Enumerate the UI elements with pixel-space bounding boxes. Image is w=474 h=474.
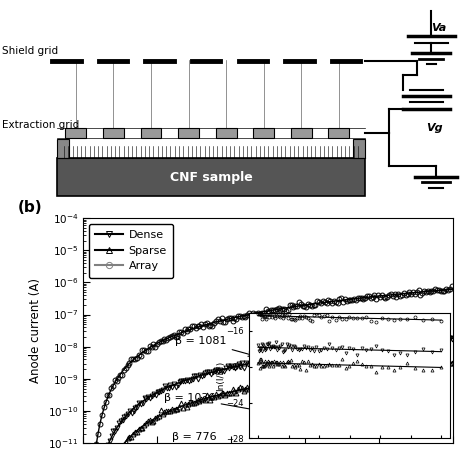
- Bar: [328, 128, 349, 137]
- Text: CNF sample: CNF sample: [170, 171, 252, 183]
- Bar: [141, 128, 162, 137]
- Bar: [103, 128, 124, 137]
- Y-axis label: Anode current (A): Anode current (A): [29, 278, 42, 383]
- Y-axis label: ln(I/E²): ln(I/E²): [216, 361, 225, 391]
- Text: Vg: Vg: [427, 123, 443, 133]
- Bar: [65, 128, 86, 137]
- Text: Extraction grid: Extraction grid: [2, 120, 80, 130]
- Text: β = 1036: β = 1036: [164, 393, 275, 415]
- Bar: [57, 158, 365, 196]
- Bar: [253, 128, 274, 137]
- Text: β = 776: β = 776: [172, 431, 216, 441]
- Bar: [216, 128, 237, 137]
- Bar: [291, 128, 312, 137]
- Bar: [353, 138, 365, 158]
- Bar: [57, 138, 69, 158]
- Text: β = 1081: β = 1081: [175, 336, 253, 356]
- Text: Shield grid: Shield grid: [2, 46, 58, 56]
- Text: Va: Va: [431, 23, 447, 33]
- Bar: [178, 128, 199, 137]
- Legend: Dense, Sparse, Array: Dense, Sparse, Array: [89, 224, 173, 278]
- Text: (b): (b): [18, 200, 43, 215]
